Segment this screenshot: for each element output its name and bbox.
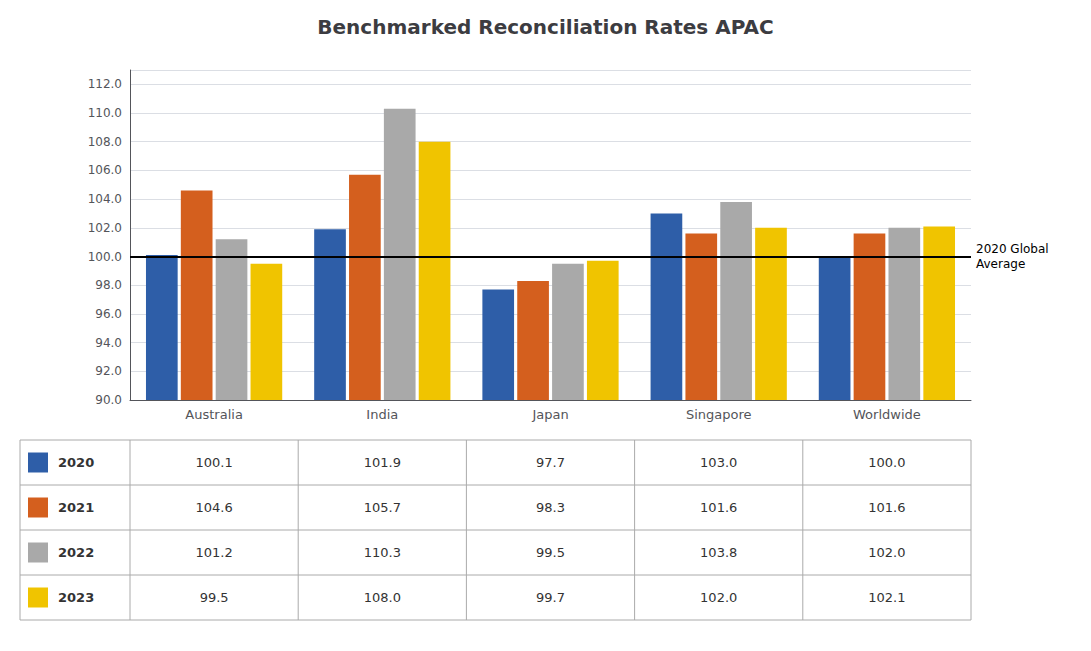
- svg-text:92.0: 92.0: [95, 364, 122, 378]
- svg-text:2022: 2022: [58, 545, 94, 560]
- svg-text:Singapore: Singapore: [686, 407, 752, 422]
- svg-text:Japan: Japan: [531, 407, 568, 422]
- svg-text:108.0: 108.0: [364, 590, 401, 605]
- svg-text:103.0: 103.0: [700, 455, 737, 470]
- svg-text:102.0: 102.0: [868, 545, 905, 560]
- svg-text:102.1: 102.1: [868, 590, 905, 605]
- svg-text:100.1: 100.1: [195, 455, 232, 470]
- svg-text:101.9: 101.9: [364, 455, 401, 470]
- svg-text:98.0: 98.0: [95, 278, 122, 292]
- svg-text:2023: 2023: [58, 590, 94, 605]
- svg-text:110.3: 110.3: [364, 545, 401, 560]
- svg-text:106.0: 106.0: [88, 163, 122, 177]
- svg-text:101.2: 101.2: [195, 545, 232, 560]
- svg-text:104.0: 104.0: [88, 192, 122, 206]
- svg-text:99.5: 99.5: [536, 545, 565, 560]
- svg-text:103.8: 103.8: [700, 545, 737, 560]
- svg-text:Average: Average: [976, 257, 1025, 271]
- svg-text:2020: 2020: [58, 455, 94, 470]
- svg-text:90.0: 90.0: [95, 393, 122, 407]
- svg-text:2021: 2021: [58, 500, 94, 515]
- svg-text:2020 Global: 2020 Global: [976, 242, 1049, 256]
- svg-text:India: India: [366, 407, 398, 422]
- svg-text:100.0: 100.0: [88, 250, 122, 264]
- svg-text:102.0: 102.0: [88, 221, 122, 235]
- svg-text:97.7: 97.7: [536, 455, 565, 470]
- svg-text:Worldwide: Worldwide: [853, 407, 921, 422]
- svg-text:102.0: 102.0: [700, 590, 737, 605]
- svg-text:110.0: 110.0: [88, 106, 122, 120]
- svg-text:101.6: 101.6: [700, 500, 737, 515]
- svg-text:104.6: 104.6: [195, 500, 232, 515]
- svg-text:108.0: 108.0: [88, 135, 122, 149]
- svg-text:112.0: 112.0: [88, 77, 122, 91]
- svg-text:99.7: 99.7: [536, 590, 565, 605]
- svg-text:105.7: 105.7: [364, 500, 401, 515]
- svg-text:Australia: Australia: [185, 407, 243, 422]
- svg-text:101.6: 101.6: [868, 500, 905, 515]
- svg-text:100.0: 100.0: [868, 455, 905, 470]
- svg-text:96.0: 96.0: [95, 307, 122, 321]
- svg-text:94.0: 94.0: [95, 336, 122, 350]
- svg-text:Benchmarked Reconciliation Rat: Benchmarked Reconciliation Rates APAC: [317, 15, 773, 39]
- svg-text:99.5: 99.5: [200, 590, 229, 605]
- svg-text:98.3: 98.3: [536, 500, 565, 515]
